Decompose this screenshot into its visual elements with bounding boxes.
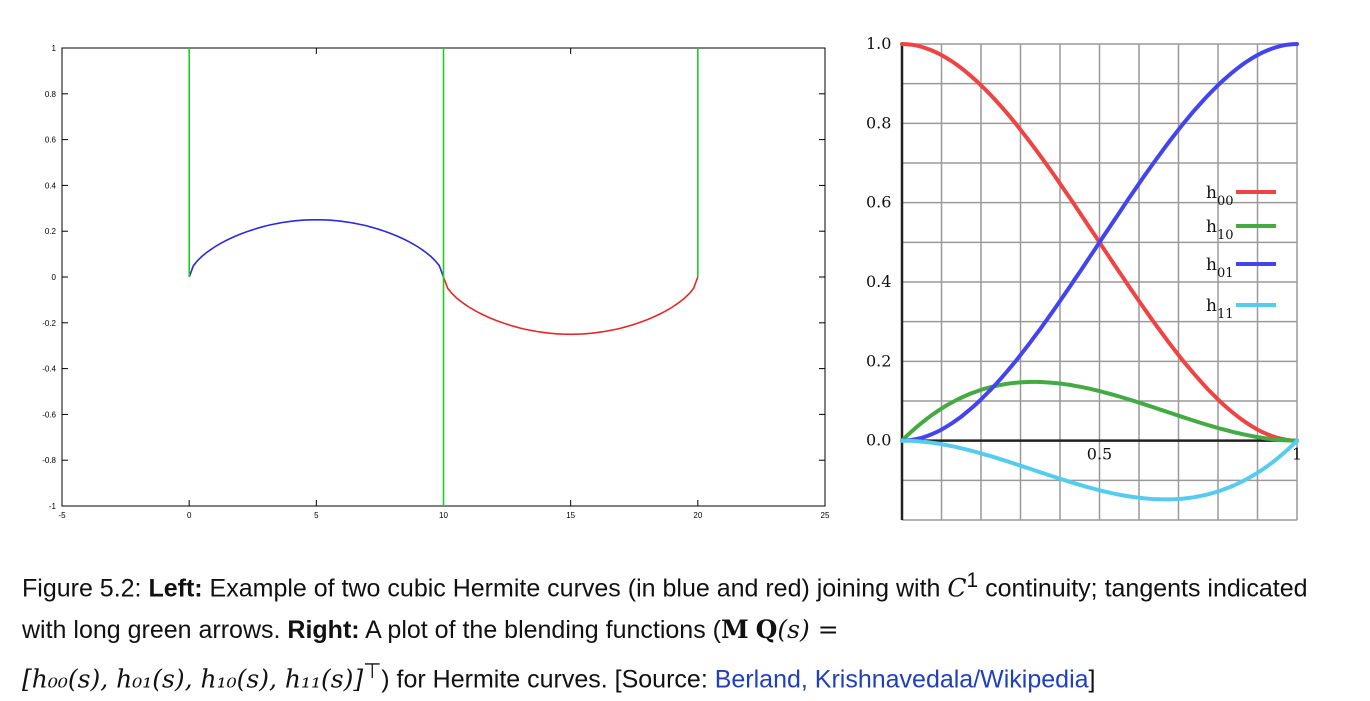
legend-entry-h11: h 11 [1206, 296, 1276, 322]
math-M: M [720, 615, 749, 645]
legend-entry-h10: h 10 [1206, 217, 1276, 243]
math-transpose: ⊤ [363, 660, 382, 684]
legend-label: h [1206, 183, 1217, 203]
y-tick-label: 0.6 [45, 136, 57, 145]
y-tick-label: 0.4 [45, 181, 57, 190]
y-tick-label: 1 [52, 44, 57, 53]
right-text-a: A plot of the blending functions ( [359, 616, 721, 645]
y-tick-label: 1.0 [866, 34, 891, 53]
y-tick-label: 0.8 [45, 90, 57, 99]
figure-label: Figure 5.2: [22, 574, 149, 603]
curve-series-1 [442, 276, 699, 336]
y-tick-label: 0.6 [866, 193, 891, 212]
x-tick-label: 0 [187, 511, 192, 520]
math-Q-arg: (s) = [777, 615, 839, 645]
x-tick-label: 1 [1292, 445, 1302, 464]
y-tick-label: -0.6 [42, 410, 56, 419]
left-text-a: Example of two cubic Hermite curves (in … [202, 574, 948, 603]
math-vector: [h₀₀(s), h₀₁(s), h₁₀(s), h₁₁(s)] [22, 664, 364, 694]
figure-caption: Figure 5.2: Left: Example of two cubic H… [22, 560, 1352, 701]
left-text-b: continuity; tangents indicated with long… [22, 574, 1308, 645]
series-line-h10 [900, 379, 1299, 443]
x-tick-label: 0.5 [1087, 445, 1112, 464]
y-tick-label: -0.2 [42, 319, 56, 328]
left-label: Left: [148, 574, 203, 603]
x-tick-label: 20 [693, 511, 702, 520]
blending-functions-plot: 0.00.20.40.60.81.00.5 1h 00h 10h 01h 11 [866, 34, 1302, 521]
y-tick-label: -0.8 [42, 456, 56, 465]
legend-label: h [1206, 255, 1217, 275]
y-tick-label: 0.8 [866, 113, 891, 132]
legend-entry-h01: h 01 [1206, 255, 1276, 281]
source-close: ] [1088, 665, 1096, 694]
x-tick-label: 10 [439, 511, 448, 520]
hermite-curves-plot: -5 0 5 10 15 20 25 -1 -0.8 -0.6 -0.4 -0.2 0 0.2 0.4 0.6… [42, 44, 830, 520]
legend-label-subscript: 01 [1217, 266, 1234, 281]
y-tick-label: 0.2 [45, 227, 57, 236]
y-tick-label: -0.4 [42, 365, 56, 374]
y-tick-label: 0.2 [866, 351, 891, 370]
right-label: Right: [287, 616, 360, 645]
math-Q: Q [755, 615, 778, 645]
legend-label-subscript: 11 [1217, 307, 1234, 322]
y-tick-label: 0 [52, 273, 57, 282]
y-tick-label: 0.4 [866, 272, 891, 291]
legend-label-subscript: 10 [1217, 228, 1234, 243]
series-line-h11 [900, 438, 1299, 502]
y-tick-label: -1 [49, 502, 57, 511]
c1-symbol: C [947, 573, 967, 603]
legend-entry-h00: h 00 [1206, 183, 1276, 209]
legend-label: h [1206, 217, 1217, 237]
x-tick-label: -5 [58, 511, 66, 520]
source-link[interactable]: Berland, Krishnavedala/Wikipedia [714, 665, 1089, 694]
legend-label-subscript: 00 [1217, 194, 1234, 209]
series-line-h01 [900, 42, 1299, 443]
x-tick-label: 5 [314, 511, 319, 520]
c1-superscript: 1 [966, 569, 979, 592]
x-tick-label: 15 [566, 511, 575, 520]
curve-series-0 [188, 219, 445, 278]
x-tick-label: 25 [821, 511, 830, 520]
y-tick-label: 0.0 [866, 431, 891, 450]
legend-label: h [1206, 296, 1217, 316]
right-text-b: ) for Hermite curves. [Source: [381, 665, 715, 694]
